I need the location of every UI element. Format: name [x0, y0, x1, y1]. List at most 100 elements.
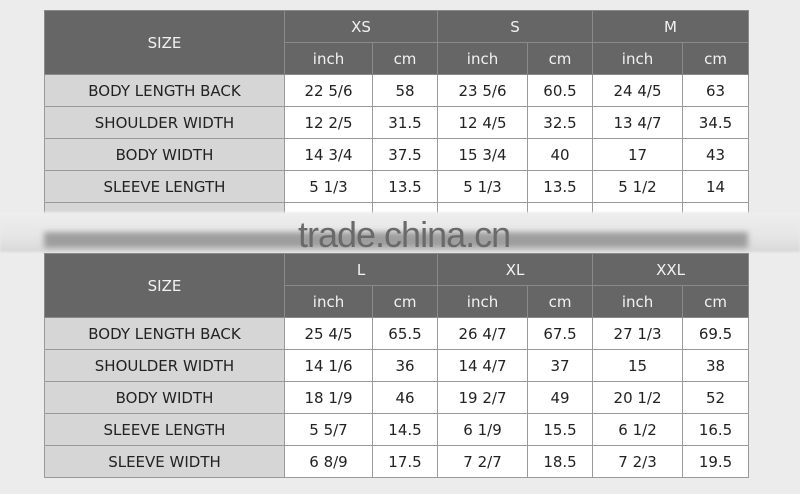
measurement-label: BODY LENGTH BACK: [44, 317, 285, 350]
measurement-label: SHOULDER WIDTH: [44, 106, 285, 139]
measurement-value: 60.5: [527, 74, 593, 107]
measurement-value: 14.5: [371, 413, 439, 446]
measurement-label: BODY WIDTH: [44, 138, 285, 171]
measurement-label: BODY LENGTH BACK: [44, 74, 285, 107]
measurement-value: 38: [682, 349, 750, 382]
measurement-value: 18 1/9: [284, 381, 373, 414]
measurement-value: 24 4/5: [592, 74, 683, 107]
unit-header: inch: [284, 42, 373, 75]
measurement-value: 13.5: [372, 170, 438, 203]
measurement-value: 5 5/7: [284, 413, 373, 446]
measurement-value: 12 4/5: [437, 106, 528, 139]
unit-header: inch: [437, 42, 528, 75]
measurement-value: 14 1/6: [284, 349, 373, 382]
measurement-value: 34.5: [681, 106, 750, 139]
measurement-value: 5 1/2: [592, 170, 683, 203]
measurement-value: 23 5/6: [437, 74, 528, 107]
measurement-label: SLEEVE WIDTH: [44, 445, 285, 478]
measurement-value: 18.5: [527, 445, 594, 478]
unit-header: cm: [371, 285, 439, 318]
measurement-value: 14 4/7: [437, 349, 529, 382]
measurement-value: 20 1/2: [592, 381, 684, 414]
size-header: SIZE: [44, 10, 285, 75]
measurement-value: 37.5: [372, 138, 438, 171]
table-row: BODY WIDTH 18 1/9 46 19 2/7 49 20 1/2 52: [44, 381, 750, 414]
table-row: BODY LENGTH BACK 22 5/6 58 23 5/6 60.5 24 4/5…: [44, 74, 750, 107]
table-row: SHOULDER WIDTH 14 1/6 36 14 4/7 37 15 38: [44, 349, 750, 382]
measurement-value: 31.5: [372, 106, 438, 139]
unit-header: inch: [284, 285, 373, 318]
measurement-value: 37: [527, 349, 594, 382]
watermark-logo: trade.china.cn: [298, 214, 511, 255]
table-row: BODY WIDTH 14 3/4 37.5 15 3/4 40 17 43: [44, 138, 750, 171]
measurement-value: 13.5: [527, 170, 593, 203]
measurement-value: 15.5: [527, 413, 594, 446]
measurement-value: 5 1/3: [437, 170, 528, 203]
measurement-value: 27 1/3: [592, 317, 684, 350]
measurement-value: 7 2/3: [592, 445, 684, 478]
size-column-header: L: [283, 253, 439, 286]
measurement-value: 15: [592, 349, 684, 382]
measurement-value: 13 4/7: [592, 106, 683, 139]
measurement-value: 65.5: [371, 317, 439, 350]
measurement-value: 26 4/7: [437, 317, 529, 350]
measurement-label: SHOULDER WIDTH: [44, 349, 285, 382]
size-chart-bottom: SIZE L XL XXL inch cm inch cm inch cm BODY LENGTH …: [44, 253, 750, 478]
measurement-value: 5 1/3: [284, 170, 373, 203]
table-row: SLEEVE LENGTH 5 1/3 13.5 5 1/3 13.5 5 1/2 14: [44, 170, 750, 203]
measurement-value: 6 8/9: [284, 445, 373, 478]
measurement-value: 52: [682, 381, 750, 414]
measurement-value: 12 2/5: [284, 106, 373, 139]
unit-header: inch: [592, 42, 683, 75]
size-header: SIZE: [44, 253, 285, 318]
unit-row: inch cm inch cm inch cm: [45, 42, 750, 75]
table-row: SLEEVE WIDTH 6 8/9 17.5 7 2/7 18.5 7 2/3 19.5: [44, 445, 750, 478]
table-row: BODY LENGTH BACK 25 4/5 65.5 26 4/7 67.5 27 1…: [44, 317, 750, 350]
measurement-label: BODY WIDTH: [44, 381, 285, 414]
measurement-value: 63: [681, 74, 750, 107]
measurement-value: 6 1/2: [592, 413, 684, 446]
unit-header: cm: [527, 42, 593, 75]
header-row: SIZE XS S M: [44, 10, 750, 75]
unit-header: cm: [372, 42, 438, 75]
header-row: SIZE L XL XXL: [44, 253, 750, 318]
measurement-value: 43: [681, 138, 750, 171]
measurement-value: 40: [527, 138, 593, 171]
size-column-header: S: [437, 10, 593, 43]
measurement-value: 17: [592, 138, 683, 171]
measurement-value: 16.5: [682, 413, 750, 446]
measurement-value: 15 3/4: [437, 138, 528, 171]
measurement-value: 22 5/6: [284, 74, 373, 107]
size-column-header: M: [591, 10, 750, 43]
measurement-label: SLEEVE LENGTH: [44, 170, 285, 203]
measurement-label: SLEEVE LENGTH: [44, 413, 285, 446]
measurement-value: 49: [527, 381, 594, 414]
measurement-value: 14: [681, 170, 750, 203]
measurement-value: 19.5: [682, 445, 750, 478]
measurement-value: 14 3/4: [284, 138, 373, 171]
watermark-band-shadow: [44, 232, 748, 248]
unit-header: cm: [527, 285, 594, 318]
measurement-value: 17.5: [371, 445, 439, 478]
measurement-value: 25 4/5: [284, 317, 373, 350]
measurement-value: 7 2/7: [437, 445, 529, 478]
size-column-header: XS: [284, 10, 438, 43]
measurement-value: 6 1/9: [437, 413, 529, 446]
size-column-header: XXL: [592, 253, 750, 286]
measurement-value: 67.5: [527, 317, 594, 350]
unit-header: cm: [681, 42, 750, 75]
measurement-value: 32.5: [527, 106, 593, 139]
measurement-value: 36: [371, 349, 439, 382]
table-row: SLEEVE LENGTH 5 5/7 14.5 6 1/9 15.5 6 1/2 16.5: [44, 413, 750, 446]
unit-header: cm: [682, 285, 750, 318]
measurement-value: 46: [371, 381, 439, 414]
measurement-value: 58: [372, 74, 438, 107]
unit-header: inch: [592, 285, 684, 318]
table-row: SHOULDER WIDTH 12 2/5 31.5 12 4/5 32.5 13 4/7…: [44, 106, 750, 139]
measurement-value: 69.5: [682, 317, 750, 350]
size-column-header: XL: [437, 253, 594, 286]
unit-header: inch: [437, 285, 529, 318]
measurement-value: 19 2/7: [437, 381, 529, 414]
